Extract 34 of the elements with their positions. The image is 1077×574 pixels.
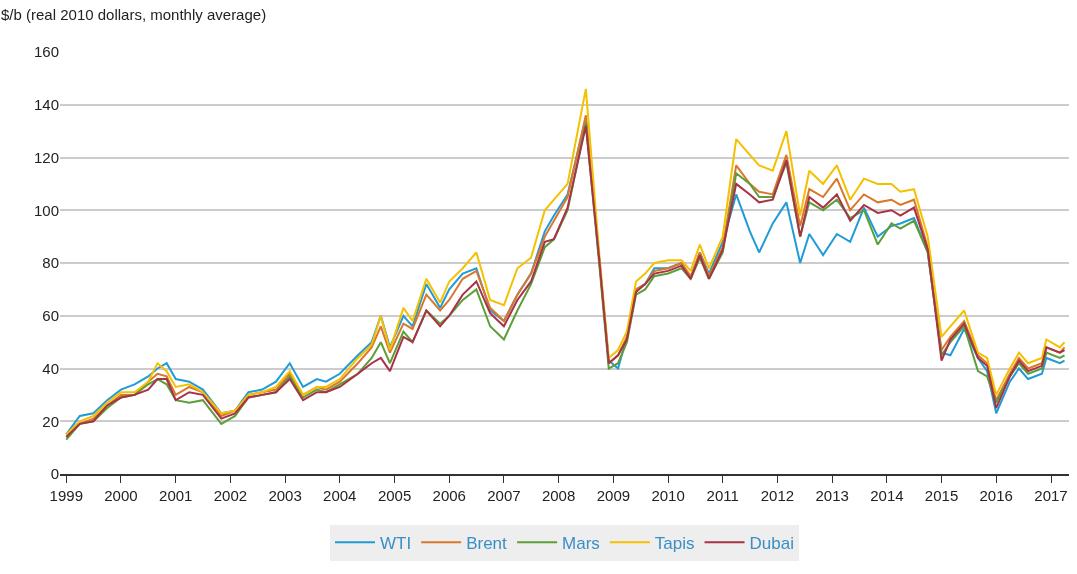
legend-label: Tapis — [654, 533, 695, 553]
x-tick-label: 2004 — [323, 487, 357, 504]
x-tick-label: 2011 — [706, 487, 739, 504]
x-tick-label: 2014 — [870, 487, 904, 504]
x-tick-label: 2009 — [596, 487, 631, 504]
x-tick-label: 2006 — [432, 487, 466, 504]
y-tick-label: 80 — [42, 254, 59, 272]
y-tick-label: 160 — [33, 43, 59, 61]
x-tick-label: 2012 — [760, 487, 795, 504]
x-tick-label: 2017 — [1034, 487, 1068, 504]
y-axis-title: $/b (real 2010 dollars, monthly average) — [1, 6, 267, 23]
x-tick-label: 2003 — [268, 487, 302, 504]
x-tick-label: 2005 — [377, 487, 412, 504]
y-tick-label: 20 — [42, 412, 59, 430]
x-tick-label: 2016 — [979, 487, 1013, 504]
x-tick-label: 2002 — [213, 487, 248, 504]
y-tick-label: 100 — [33, 201, 59, 219]
legend-label: Dubai — [749, 533, 794, 553]
y-tick-label: 0 — [50, 465, 59, 483]
x-tick-label: 2000 — [104, 487, 138, 504]
y-tick-label: 120 — [33, 148, 59, 166]
x-tick-label: 2010 — [651, 487, 685, 504]
x-tick-label: 2013 — [815, 487, 849, 504]
y-tick-label: 60 — [42, 307, 59, 324]
legend-label: Mars — [562, 533, 600, 553]
x-tick-label: 2015 — [924, 487, 959, 504]
x-tick-label: 1999 — [49, 487, 83, 504]
x-tick-label: 2001 — [159, 487, 193, 504]
y-tick-label: 40 — [42, 359, 59, 377]
y-tick-label: 140 — [33, 96, 59, 113]
x-tick-label: 2008 — [541, 487, 576, 504]
legend-label: Brent — [466, 533, 508, 553]
legend-label: WTI — [380, 533, 412, 553]
x-tick-label: 2007 — [487, 487, 521, 504]
